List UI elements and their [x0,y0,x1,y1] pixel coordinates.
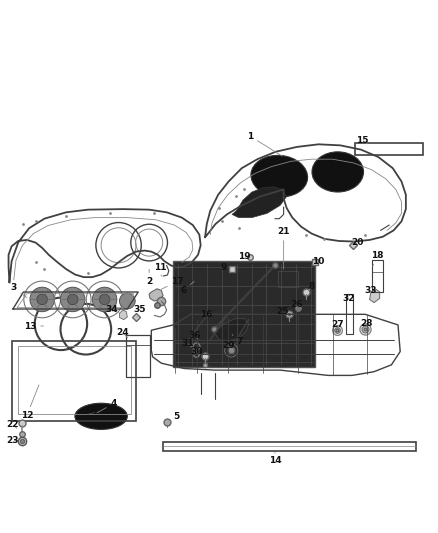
Text: 2: 2 [146,269,152,286]
Text: 22: 22 [7,421,19,429]
Text: 18: 18 [371,252,383,266]
Polygon shape [232,187,287,217]
Text: 4: 4 [97,399,117,413]
Text: 35: 35 [133,304,146,317]
Text: 14: 14 [268,453,281,465]
Circle shape [99,294,110,305]
Text: 24: 24 [117,328,129,338]
Text: 23: 23 [7,437,19,445]
Text: 31: 31 [181,339,194,348]
Text: 9: 9 [220,263,230,272]
Bar [278,271,297,287]
Circle shape [92,287,117,312]
Circle shape [37,294,47,305]
Bar [12,341,136,421]
Circle shape [30,287,54,312]
Bar [372,260,383,292]
Text: 33: 33 [365,286,377,295]
Text: 11: 11 [154,263,166,276]
Polygon shape [370,289,380,303]
Ellipse shape [75,403,127,430]
Text: 16: 16 [200,310,212,319]
Text: 32: 32 [343,294,355,303]
Text: 26: 26 [290,300,303,309]
Text: 29: 29 [223,341,235,350]
Bar [355,143,423,155]
Text: 30: 30 [190,347,202,356]
Bar [127,335,150,377]
Text: 12: 12 [21,385,39,420]
Text: 6: 6 [180,281,194,295]
Text: 34: 34 [106,304,118,313]
Polygon shape [149,289,163,301]
Text: 7: 7 [232,335,243,346]
Text: 8: 8 [308,282,314,291]
Text: 5: 5 [167,412,179,422]
Circle shape [60,287,85,312]
Text: 1: 1 [247,132,282,156]
Bar [346,294,353,334]
Bar [18,346,131,414]
Text: 19: 19 [238,253,251,261]
Text: 10: 10 [312,257,325,265]
Text: 25: 25 [276,307,289,316]
Text: 28: 28 [360,319,373,328]
Text: 20: 20 [352,238,364,247]
Bar [163,442,417,451]
Text: 17: 17 [161,277,184,289]
Text: 15: 15 [356,135,368,144]
Ellipse shape [312,152,364,192]
Circle shape [67,294,78,305]
Circle shape [120,293,135,309]
Polygon shape [215,319,249,341]
Text: 36: 36 [189,331,201,340]
Text: 27: 27 [332,320,344,329]
Bar [173,261,315,367]
Text: 13: 13 [24,321,43,330]
Ellipse shape [251,156,307,197]
Text: 21: 21 [277,228,290,269]
Text: 3: 3 [11,283,27,298]
Polygon shape [120,310,127,320]
